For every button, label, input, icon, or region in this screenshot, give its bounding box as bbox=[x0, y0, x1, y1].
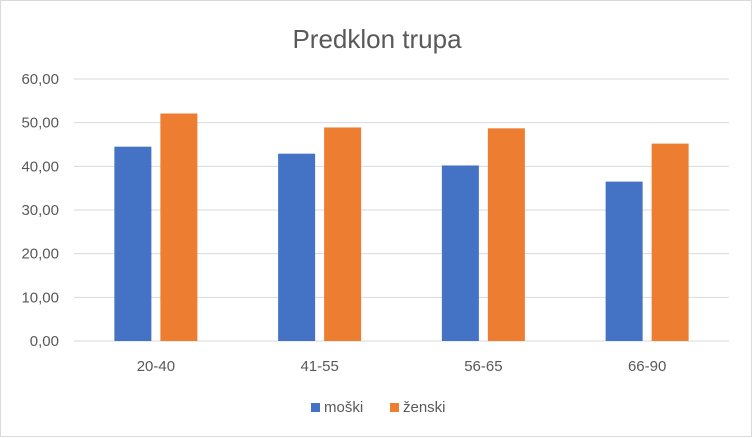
y-tick-label: 60,00 bbox=[21, 71, 59, 88]
y-tick-label: 0,00 bbox=[30, 333, 59, 350]
legend-item-moski: moški bbox=[324, 399, 363, 416]
y-tick-label: 40,00 bbox=[21, 158, 59, 175]
bar-zenski bbox=[651, 143, 689, 341]
bar-zenski bbox=[160, 113, 198, 341]
y-tick-label: 10,00 bbox=[21, 289, 59, 306]
legend: moški ženski bbox=[311, 399, 446, 416]
y-tick-label: 20,00 bbox=[21, 246, 59, 263]
y-tick-label: 50,00 bbox=[21, 115, 59, 132]
x-tick-label: 66-90 bbox=[628, 358, 666, 375]
x-tick-label: 20-40 bbox=[137, 358, 175, 375]
bar-moski bbox=[441, 165, 479, 341]
y-tick-label: 30,00 bbox=[21, 202, 59, 219]
bar-moski bbox=[114, 146, 152, 341]
bar-zenski bbox=[487, 128, 525, 341]
legend-swatch bbox=[390, 403, 399, 412]
legend-swatch bbox=[311, 403, 320, 412]
chart-title: Predklon trupa bbox=[292, 24, 462, 54]
x-tick-label: 41-55 bbox=[300, 358, 338, 375]
x-axis-ticks: 20-40 41-55 56-65 66-90 bbox=[137, 358, 667, 375]
bars bbox=[114, 113, 689, 341]
x-tick-label: 56-65 bbox=[464, 358, 502, 375]
legend-item-zenski: ženski bbox=[403, 399, 446, 416]
bar-moski bbox=[278, 153, 316, 341]
y-axis-ticks: 0,00 10,00 20,00 30,00 40,00 50,00 60,00 bbox=[21, 71, 59, 350]
bar-zenski bbox=[324, 127, 362, 341]
bar-moski bbox=[605, 181, 643, 341]
